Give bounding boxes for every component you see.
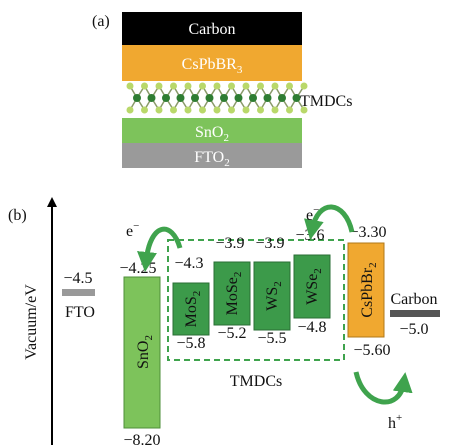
atom (214, 107, 221, 114)
atom (272, 83, 279, 90)
atom (133, 94, 141, 102)
level-label: −5.0 (399, 321, 428, 338)
atom (286, 83, 293, 90)
atom (177, 94, 185, 102)
level-label: −5.5 (257, 330, 286, 347)
atom (264, 94, 272, 102)
atom (257, 107, 264, 114)
carrier-label: e− (306, 204, 319, 224)
level-label: −5.8 (176, 335, 205, 352)
atom (249, 94, 257, 102)
atom (243, 107, 250, 114)
axis-label: Vacuum/eV (23, 284, 40, 360)
atom (220, 94, 228, 102)
atom (141, 107, 148, 114)
carrier-label: h+ (388, 412, 402, 432)
level-label: −3.30 (349, 224, 386, 241)
figure: (a) Carbon CsPbBR3 TMDCs SnO2 FTO2 (b) V… (0, 0, 449, 447)
atom (228, 83, 235, 90)
layer-label: Carbon (188, 21, 235, 38)
atom (148, 94, 156, 102)
level-label: −4.5 (63, 270, 92, 287)
atom (257, 83, 264, 90)
layer-label: TMDCs (300, 93, 352, 110)
atom (141, 83, 148, 90)
carbon-level (390, 310, 440, 317)
atom (156, 107, 163, 114)
level-label: −4.8 (297, 319, 326, 336)
group-label: TMDCs (230, 373, 282, 390)
atom (235, 94, 243, 102)
panel-label: (a) (92, 13, 110, 30)
panel-label: (b) (8, 207, 27, 224)
atom (301, 83, 308, 90)
atom (162, 94, 170, 102)
atom (272, 107, 279, 114)
carrier-label: e− (126, 220, 139, 240)
level-label: −4.3 (174, 255, 203, 272)
level-label: −3.9 (255, 235, 284, 252)
atom (199, 107, 206, 114)
atom (286, 107, 293, 114)
level-label: −5.60 (353, 342, 390, 359)
tmdc-lattice (127, 83, 308, 114)
atom (214, 83, 221, 90)
atom (170, 83, 177, 90)
atom (278, 94, 286, 102)
level-label: −3.9 (215, 235, 244, 252)
atom (243, 83, 250, 90)
material-label: Carbon (390, 291, 437, 308)
atom (185, 83, 192, 90)
hole-arrow (356, 372, 404, 402)
level-label: −4.25 (119, 260, 156, 277)
atom (185, 107, 192, 114)
fto-level (62, 289, 95, 296)
atom (170, 107, 177, 114)
tmdc-bands: −4.3−5.8MoS2−3.9−5.2MoSe2−3.9−5.5WS2−3.6… (173, 227, 330, 352)
material-label: FTO (65, 304, 95, 321)
atom (156, 83, 163, 90)
atom (199, 83, 206, 90)
level-label: −5.2 (217, 325, 246, 342)
atom (228, 107, 235, 114)
atom (206, 94, 214, 102)
atom (191, 94, 199, 102)
level-label: −8.20 (123, 432, 160, 447)
atom (127, 107, 134, 114)
atom (127, 83, 134, 90)
